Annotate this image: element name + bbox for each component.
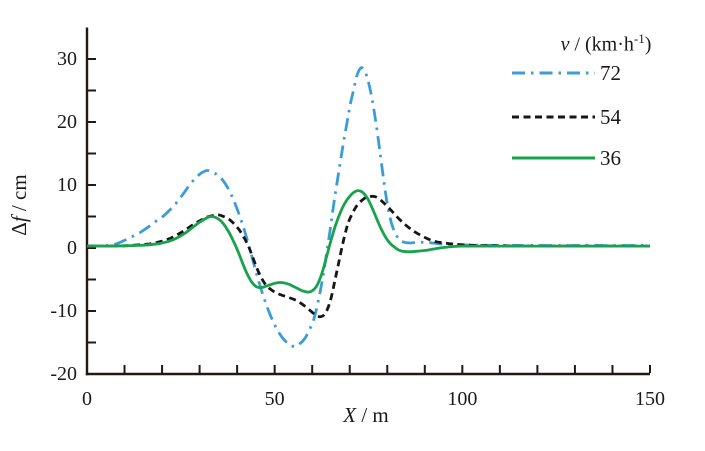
y-tick-label: 30 (57, 48, 77, 70)
legend-title: v / (km·h-1) (521, 31, 691, 57)
y-axis-title-delta: Δ (7, 222, 31, 236)
legend-label-36: 36 (600, 146, 621, 170)
legend-title-sup: -1 (633, 31, 645, 46)
y-tick-label: -10 (50, 300, 77, 322)
legend-label-72: 72 (600, 61, 621, 85)
y-axis-title-var: f (7, 216, 31, 223)
series-curve-36 (86, 189, 650, 294)
legend-title-mid: / (km·h (569, 33, 634, 56)
y-tick-label: -20 (50, 363, 77, 385)
x-axis-title: X / m (296, 403, 436, 428)
x-axis-title-unit: / m (356, 403, 389, 427)
series-curve-54 (86, 194, 650, 319)
legend-title-end: ) (644, 33, 652, 56)
legend-label-54: 54 (600, 105, 621, 129)
x-tick-label: 100 (447, 388, 478, 410)
legend-title-var: v (560, 33, 570, 56)
y-tick-label: 0 (67, 237, 77, 259)
series-curve-72 (86, 66, 650, 348)
y-tick-label: 20 (57, 111, 77, 133)
x-tick-label: 0 (82, 388, 92, 410)
y-tick-label: 10 (57, 174, 77, 196)
x-tick-label: 50 (264, 388, 285, 410)
x-axis-title-var: X (343, 403, 357, 427)
x-tick-label: 150 (634, 388, 665, 410)
